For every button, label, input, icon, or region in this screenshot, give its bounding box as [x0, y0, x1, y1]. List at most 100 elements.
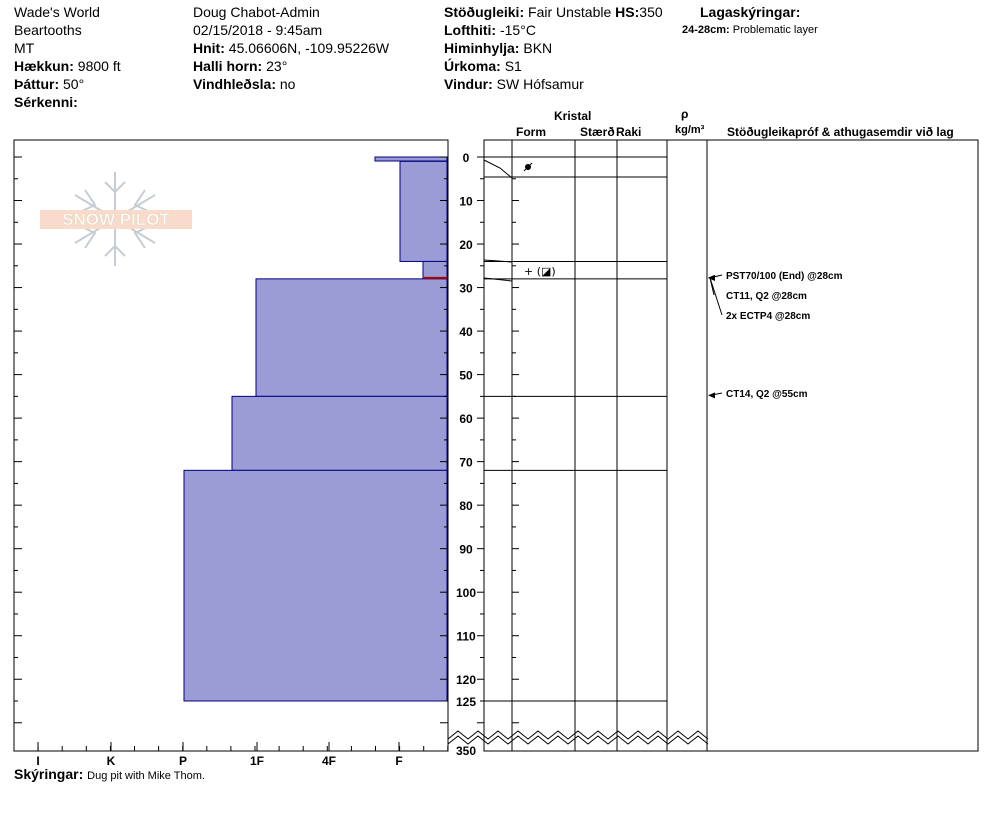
- depth-tick-label: 60: [459, 412, 473, 426]
- wind-row: Vindur: SW Hófsamur: [444, 76, 584, 92]
- moisture-header: Raki: [616, 125, 642, 139]
- hardness-bar: [183, 469, 448, 702]
- stability-test-label: PST70/100 (End) @28cm: [726, 271, 843, 282]
- size-header: Stærð: [580, 125, 615, 139]
- range-name: Beartooths: [14, 22, 82, 38]
- tests-header: Stöðugleikapróf & athugasemdir við lag: [727, 125, 954, 139]
- depth-tick-label: 50: [459, 369, 473, 383]
- aspect-row: Þáttur: 50°: [14, 76, 84, 92]
- hardness-tick-label: I: [36, 754, 39, 768]
- precip-value: S1: [504, 58, 522, 74]
- depth-tick-label: 120: [456, 673, 476, 687]
- air-temp-label: Lofthiti:: [444, 22, 497, 38]
- aspect-label: Þáttur:: [14, 76, 60, 92]
- coords-row: Hnit: 45.06606N, -109.95226W: [193, 40, 389, 56]
- depth-tick-label: 110: [456, 630, 476, 644]
- layer-note: 24-28cm: Problematic layer: [682, 24, 818, 37]
- specifics-label: Sérkenni:: [14, 94, 78, 110]
- hardness-tick-label: 1F: [250, 754, 264, 768]
- hardness-bar: [399, 160, 448, 262]
- wind-loading-row: Vindhleðsla: no: [193, 76, 295, 92]
- decomposing-grain-icon-stroke: [523, 162, 533, 172]
- layer-connector: [483, 259, 513, 263]
- hardness-tick-label: 4F: [322, 754, 336, 768]
- scale-break: [447, 730, 709, 740]
- sky-value: BKN: [523, 40, 553, 56]
- stability-tests: PST70/100 (End) @28cm CT11, Q2 @28cm 2x EC…: [708, 271, 843, 400]
- hs-value: 350: [639, 4, 663, 20]
- air-temp-row: Lofthiti: -15°C: [444, 22, 536, 38]
- slope-label: Halli horn:: [193, 58, 263, 74]
- depth-tick-label: 350: [456, 744, 476, 758]
- comments-row: Skýringar: Dug pit with Mike Thom.: [14, 766, 205, 783]
- depth-tick-label: 30: [459, 282, 473, 296]
- stability-row: Stöðugleiki: Fair Unstable HS:350: [444, 4, 663, 20]
- hardness-axis: I K P 1F 4F F: [13, 742, 449, 768]
- comments-label: Skýringar:: [14, 766, 84, 782]
- depth-tick-label: 40: [459, 325, 473, 339]
- stability-label: Stöðugleiki:: [444, 4, 525, 20]
- faceted-grain-symbol: + (◪): [524, 265, 556, 278]
- depth-tick-label: 90: [459, 543, 473, 557]
- depth-tick-label: 100: [456, 586, 476, 600]
- coords-label: Hnit:: [193, 40, 225, 56]
- depth-tick-label: 20: [459, 238, 473, 252]
- hardness-bar: [231, 395, 448, 471]
- depth-tick-label: 70: [459, 456, 473, 470]
- density-unit-header: kg/m³: [675, 124, 705, 136]
- stability-test-label: 2x ECTP4 @28cm: [726, 311, 810, 322]
- hardness-bar: [422, 260, 448, 280]
- air-temp-value: -15°C: [499, 22, 536, 38]
- precip-row: Úrkoma: S1: [444, 58, 522, 74]
- layer-connector: [483, 159, 513, 179]
- stability-value: Fair Unstable: [528, 4, 612, 20]
- hardness-bar: [374, 156, 448, 162]
- watermark-band: [40, 210, 192, 229]
- elevation-row: Hækkun: 9800 ft: [14, 58, 121, 74]
- scale-break: [447, 735, 709, 745]
- state-name: MT: [14, 40, 35, 56]
- snowpilot-watermark: SNOW PILOT: [40, 172, 192, 266]
- slope-row: Halli horn: 23°: [193, 58, 287, 74]
- layer-table-frame: [483, 139, 979, 752]
- test-arrow-icon: [708, 392, 715, 399]
- layer-note-range: 24-28cm:: [682, 24, 730, 36]
- coords-value: 45.06606N, -109.95226W: [228, 40, 390, 56]
- comments-value: Dug pit with Mike Thom.: [87, 770, 205, 782]
- depth-axis: 0 10 20 30 40 50 60 70 80 90 100 110 120 125 350: [14, 151, 519, 758]
- sky-row: Himinhylja: BKN: [444, 40, 552, 56]
- observation-datetime: 02/15/2018 - 9:45am: [193, 22, 323, 38]
- hardness-tick-label: F: [395, 754, 402, 768]
- layer-notes-label: Lagaskýringar:: [700, 4, 801, 20]
- elevation-label: Hækkun:: [14, 58, 74, 74]
- snowflake-icon: [74, 172, 156, 266]
- hardness-tick-label: K: [107, 754, 116, 768]
- test-leader-line: [709, 277, 723, 316]
- wind-value: SW Hófsamur: [496, 76, 584, 92]
- wind-loading-value: no: [279, 76, 296, 92]
- layer-connector: [483, 277, 513, 282]
- layer-table: + (◪): [447, 139, 979, 752]
- depth-tick-label: 10: [459, 195, 473, 209]
- form-header: Form: [516, 125, 546, 139]
- depth-tick-label: 125: [456, 695, 476, 709]
- wind-label: Vindur:: [444, 76, 493, 92]
- hardness-bars: [183, 156, 448, 702]
- test-arrow-icon: [708, 274, 715, 281]
- elevation-value: 9800 ft: [77, 58, 121, 74]
- sky-label: Himinhylja:: [444, 40, 520, 56]
- depth-tick-label: 0: [463, 151, 470, 165]
- observer-name: Doug Chabot-Admin: [193, 4, 320, 20]
- hardness-bar: [255, 278, 448, 397]
- crystal-header: Kristal: [554, 109, 592, 123]
- wind-loading-label: Vindhleðsla:: [193, 76, 276, 92]
- stability-test-label: CT14, Q2 @55cm: [726, 389, 808, 400]
- hardness-tick-label: P: [179, 754, 187, 768]
- watermark-text: SNOW PILOT: [62, 210, 170, 229]
- stability-test-label: CT11, Q2 @28cm: [726, 291, 807, 302]
- depth-tick-label: 80: [459, 499, 473, 513]
- layer-note-desc: Problematic layer: [732, 24, 818, 36]
- precip-label: Úrkoma:: [444, 58, 501, 74]
- hs-label: HS:: [615, 4, 640, 20]
